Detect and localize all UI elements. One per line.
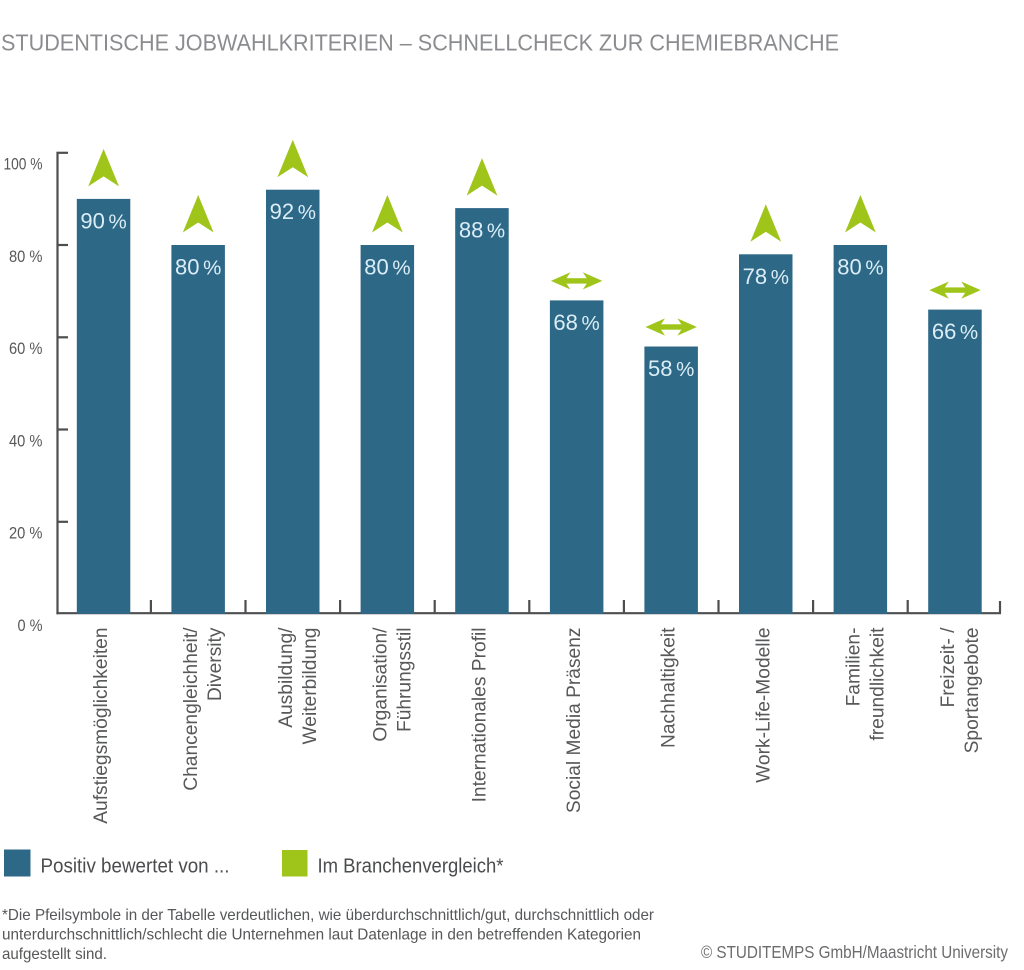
svg-text:Chancengleichheit/: Chancengleichheit/ bbox=[181, 627, 202, 791]
svg-text:100 %: 100 % bbox=[4, 156, 43, 174]
svg-text:80 %: 80 % bbox=[175, 255, 221, 280]
svg-text:Sportangebote: Sportangebote bbox=[962, 628, 983, 754]
svg-text:unterdurchschnittlich/schlecht: unterdurchschnittlich/schlecht die Unter… bbox=[2, 927, 641, 944]
svg-text:Familien-: Familien- bbox=[843, 628, 864, 707]
svg-text:58 %: 58 % bbox=[648, 356, 694, 381]
svg-text:Work-Life-Modelle: Work-Life-Modelle bbox=[753, 628, 774, 783]
svg-text:68 %: 68 % bbox=[553, 310, 599, 335]
svg-text:Social Media Präsenz: Social Media Präsenz bbox=[564, 628, 585, 814]
svg-text:60 %: 60 % bbox=[9, 340, 43, 358]
svg-text:Führungsstil: Führungsstil bbox=[394, 628, 415, 733]
svg-text:Weiterbildung: Weiterbildung bbox=[300, 628, 321, 745]
svg-text:Nachhaltigkeit: Nachhaltigkeit bbox=[659, 627, 680, 748]
svg-text:Im Branchenvergleich*: Im Branchenvergleich* bbox=[318, 855, 504, 877]
svg-text:0 %: 0 % bbox=[18, 617, 43, 635]
svg-text:Freizeit- /: Freizeit- / bbox=[938, 627, 959, 708]
svg-text:*Die Pfeilsymbole in der Tabel: *Die Pfeilsymbole in der Tabelle verdeut… bbox=[2, 907, 655, 924]
svg-text:80 %: 80 % bbox=[364, 255, 410, 280]
svg-text:78 %: 78 % bbox=[743, 264, 789, 289]
svg-text:Ausbildung/: Ausbildung/ bbox=[276, 627, 297, 728]
svg-text:66 %: 66 % bbox=[932, 319, 978, 344]
svg-text:80 %: 80 % bbox=[9, 248, 43, 266]
svg-text:80 %: 80 % bbox=[837, 255, 883, 280]
svg-text:STUDENTISCHE JOBWAHLKRITERIEN: STUDENTISCHE JOBWAHLKRITERIEN – SCHNELLC… bbox=[1, 29, 839, 55]
svg-text:92 %: 92 % bbox=[270, 199, 316, 224]
svg-text:Positiv bewertet von ...: Positiv bewertet von ... bbox=[41, 855, 230, 877]
svg-text:freundlichkeit: freundlichkeit bbox=[867, 627, 888, 741]
svg-text:Internationales Profil: Internationales Profil bbox=[470, 628, 491, 803]
svg-text:© STUDITEMPS GmbH/Maastricht U: © STUDITEMPS GmbH/Maastricht University bbox=[701, 942, 1008, 962]
svg-text:Diversity: Diversity bbox=[205, 627, 226, 701]
svg-text:Aufstiegsmöglichkeiten: Aufstiegsmöglichkeiten bbox=[91, 628, 112, 824]
svg-text:20 %: 20 % bbox=[9, 525, 43, 543]
svg-text:88 %: 88 % bbox=[459, 218, 505, 243]
svg-text:40 %: 40 % bbox=[9, 432, 43, 450]
svg-text:Organisation/: Organisation/ bbox=[370, 627, 391, 742]
svg-text:aufgestellt sind.: aufgestellt sind. bbox=[2, 946, 107, 963]
svg-text:90 %: 90 % bbox=[80, 208, 126, 233]
